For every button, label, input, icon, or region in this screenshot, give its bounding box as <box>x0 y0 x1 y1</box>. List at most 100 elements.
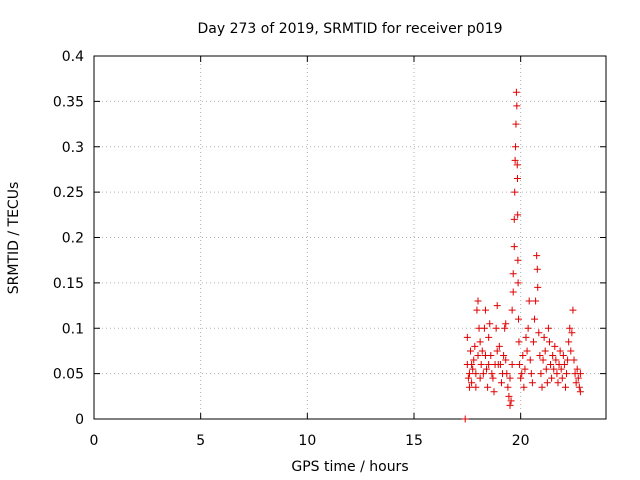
data-point <box>533 265 541 273</box>
y-tick-label: 0.25 <box>53 185 84 201</box>
data-point <box>510 243 518 251</box>
data-point <box>500 351 508 359</box>
data-point <box>539 356 547 364</box>
data-point <box>528 379 536 387</box>
data-point <box>485 333 493 341</box>
data-point <box>563 370 571 378</box>
x-tick-label: 20 <box>512 433 530 449</box>
data-point <box>503 370 511 378</box>
y-tick-label: 0.2 <box>62 231 84 247</box>
data-point <box>551 342 559 350</box>
data-point <box>477 361 485 369</box>
data-point <box>480 324 488 332</box>
data-point <box>506 374 514 382</box>
data-point <box>492 324 500 332</box>
data-point <box>558 374 566 382</box>
x-tick-label: 0 <box>90 433 99 449</box>
data-point <box>505 392 513 400</box>
data-point <box>547 361 555 369</box>
data-point <box>490 388 498 396</box>
data-point <box>486 320 494 328</box>
data-point <box>533 252 541 260</box>
data-point <box>488 370 496 378</box>
data-point <box>468 361 476 369</box>
data-point <box>552 356 560 364</box>
data-point <box>576 388 584 396</box>
data-point <box>575 383 583 391</box>
data-point <box>476 374 484 382</box>
data-point <box>561 383 569 391</box>
data-point <box>548 374 556 382</box>
data-point <box>512 88 520 96</box>
x-tick-label: 15 <box>405 433 423 449</box>
data-point <box>565 338 573 346</box>
data-point <box>574 374 582 382</box>
data-point <box>468 379 476 387</box>
data-point <box>514 279 522 287</box>
data-point <box>508 306 516 314</box>
data-point <box>504 383 512 391</box>
data-point <box>471 342 479 350</box>
data-point <box>461 415 469 423</box>
data-point <box>568 329 576 337</box>
data-point <box>550 365 558 373</box>
data-point <box>469 365 477 373</box>
data-point <box>485 361 493 369</box>
data-point <box>553 370 561 378</box>
data-point <box>474 351 482 359</box>
data-point <box>525 297 533 305</box>
data-point <box>464 374 472 382</box>
data-point <box>540 333 548 341</box>
data-point <box>513 161 521 169</box>
x-axis-label: GPS time / hours <box>291 459 408 475</box>
data-point <box>497 379 505 387</box>
data-point <box>510 215 518 223</box>
data-point <box>487 351 495 359</box>
data-point <box>502 356 510 364</box>
data-point <box>513 175 521 183</box>
data-point <box>537 370 545 378</box>
data-point <box>465 370 473 378</box>
data-point <box>520 383 528 391</box>
y-tick-label: 0.1 <box>62 321 84 337</box>
data-point <box>541 347 549 355</box>
data-point <box>501 324 509 332</box>
data-point <box>506 401 514 409</box>
data-point <box>474 297 482 305</box>
data-point <box>560 361 568 369</box>
x-tick-label: 10 <box>298 433 316 449</box>
data-point <box>484 383 492 391</box>
y-tick-label: 0.35 <box>53 94 84 110</box>
data-point <box>554 379 562 387</box>
data-point <box>507 397 515 405</box>
y-tick-label: 0 <box>75 412 84 428</box>
data-point <box>576 370 584 378</box>
data-point <box>472 370 480 378</box>
data-point <box>465 383 473 391</box>
data-point <box>522 333 530 341</box>
data-point <box>470 356 478 364</box>
data-point <box>573 365 581 373</box>
data-point <box>516 361 524 369</box>
data-point <box>508 361 516 369</box>
data-point <box>479 370 487 378</box>
data-point <box>515 338 523 346</box>
y-axis-label: SRMTID / TECUs <box>6 182 22 295</box>
data-point <box>535 329 543 337</box>
data-point <box>473 306 481 314</box>
data-point <box>511 188 519 196</box>
data-point <box>529 338 537 346</box>
data-point <box>564 356 572 364</box>
y-tick-label: 0.3 <box>62 140 84 156</box>
y-tick-label: 0.15 <box>53 276 84 292</box>
chart-title: Day 273 of 2019, SRMTID for receiver p01… <box>197 21 502 37</box>
data-point <box>514 211 522 219</box>
data-point <box>467 347 475 355</box>
data-point <box>515 315 523 323</box>
data-point <box>549 351 557 359</box>
data-point <box>543 379 551 387</box>
data-point <box>512 120 520 128</box>
data-point <box>509 270 517 278</box>
grid-lines <box>94 56 606 419</box>
data-point <box>569 306 577 314</box>
